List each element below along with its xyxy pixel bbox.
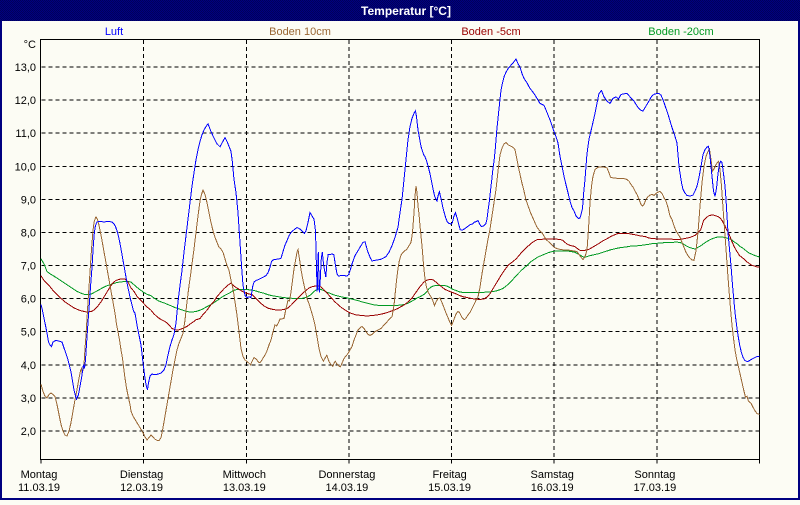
svg-text:7,0: 7,0 <box>21 261 36 273</box>
svg-text:16.03.19: 16.03.19 <box>531 482 574 494</box>
svg-text:Sonntag: Sonntag <box>634 469 675 481</box>
svg-text:11.03.19: 11.03.19 <box>18 482 60 494</box>
svg-text:6,0: 6,0 <box>21 294 36 306</box>
svg-text:12.03.19: 12.03.19 <box>120 482 163 494</box>
svg-text:12,0: 12,0 <box>15 95 36 107</box>
svg-text:4,0: 4,0 <box>21 360 36 372</box>
svg-text:13.03.19: 13.03.19 <box>223 482 266 494</box>
svg-text:8,0: 8,0 <box>21 228 36 240</box>
svg-text:Temperatur [°C]: Temperatur [°C] <box>361 4 451 18</box>
svg-text:13,0: 13,0 <box>15 62 36 74</box>
svg-text:3,0: 3,0 <box>21 393 36 405</box>
svg-text:Dienstag: Dienstag <box>120 469 163 481</box>
svg-text:17.03.19: 17.03.19 <box>633 482 676 494</box>
svg-text:14.03.19: 14.03.19 <box>325 482 368 494</box>
svg-text:Luft: Luft <box>105 26 123 38</box>
svg-text:11,0: 11,0 <box>15 128 36 140</box>
svg-text:Mittwoch: Mittwoch <box>223 469 266 481</box>
svg-text:2,0: 2,0 <box>21 426 36 438</box>
svg-text:Montag: Montag <box>21 469 58 481</box>
svg-text:15.03.19: 15.03.19 <box>428 482 471 494</box>
svg-text:9,0: 9,0 <box>21 194 36 206</box>
svg-text:Boden 10cm: Boden 10cm <box>269 26 331 38</box>
svg-text:10,0: 10,0 <box>15 161 36 173</box>
svg-text:Freitag: Freitag <box>432 469 466 481</box>
svg-text:Boden -5cm: Boden -5cm <box>461 26 520 38</box>
svg-text:Boden -20cm: Boden -20cm <box>648 26 713 38</box>
svg-text:5,0: 5,0 <box>21 327 36 339</box>
svg-text:Donnerstag: Donnerstag <box>318 469 375 481</box>
svg-text:Samstag: Samstag <box>530 469 573 481</box>
svg-text:°C: °C <box>24 39 36 51</box>
